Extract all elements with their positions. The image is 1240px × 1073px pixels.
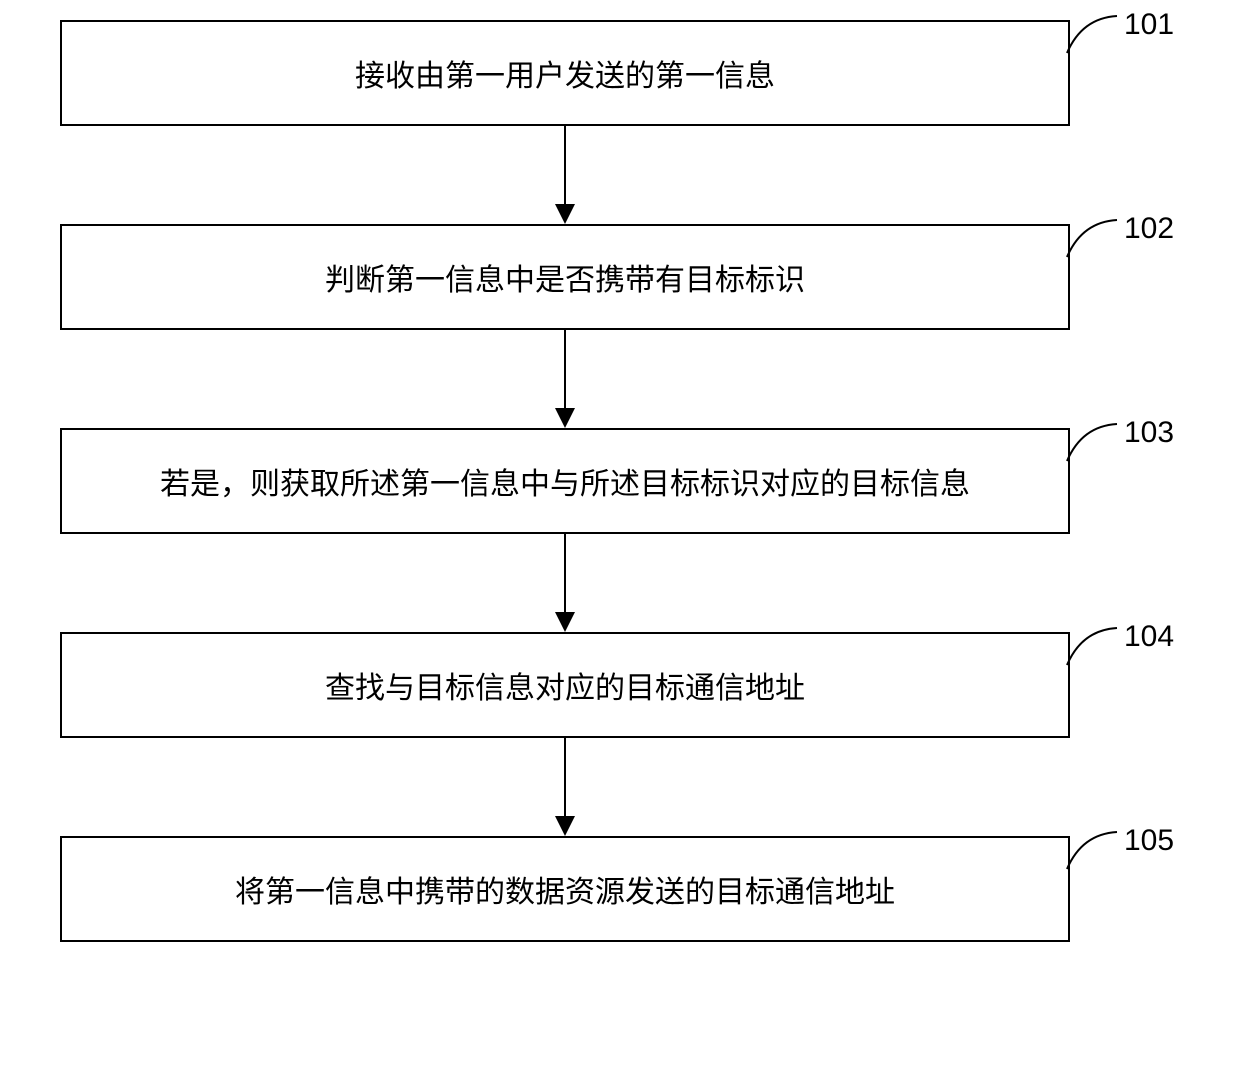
step-box-104: 查找与目标信息对应的目标通信地址 104 [60,632,1070,738]
callout-104: 104 [1062,620,1182,675]
arrow-1 [60,126,1070,224]
callout-arc-icon [1062,416,1122,466]
callout-label-101: 101 [1124,8,1174,42]
step-text-101: 接收由第一用户发送的第一信息 [355,51,775,95]
step-box-103: 若是，则获取所述第一信息中与所述目标标识对应的目标信息 103 [60,428,1070,534]
callout-label-102: 102 [1124,212,1174,246]
step-box-102: 判断第一信息中是否携带有目标标识 102 [60,224,1070,330]
flowchart-container: 接收由第一用户发送的第一信息 101 判断第一信息中是否携带有目标标识 102 [60,20,1180,942]
arrow-down-icon [545,738,585,836]
step-box-105: 将第一信息中携带的数据资源发送的目标通信地址 105 [60,836,1070,942]
callout-103: 103 [1062,416,1182,471]
arrow-4 [60,738,1070,836]
arrow-down-icon [545,330,585,428]
callout-arc-icon [1062,8,1122,58]
callout-101: 101 [1062,8,1182,63]
callout-arc-icon [1062,212,1122,262]
callout-arc-icon [1062,824,1122,874]
callout-label-105: 105 [1124,824,1174,858]
arrow-2 [60,330,1070,428]
step-text-103: 若是，则获取所述第一信息中与所述目标标识对应的目标信息 [160,459,970,503]
arrow-down-icon [545,126,585,224]
step-text-105: 将第一信息中携带的数据资源发送的目标通信地址 [235,867,895,911]
callout-label-104: 104 [1124,620,1174,654]
callout-105: 105 [1062,824,1182,879]
callout-label-103: 103 [1124,416,1174,450]
callout-102: 102 [1062,212,1182,267]
step-box-101: 接收由第一用户发送的第一信息 101 [60,20,1070,126]
callout-arc-icon [1062,620,1122,670]
step-text-102: 判断第一信息中是否携带有目标标识 [325,255,805,299]
arrow-down-icon [545,534,585,632]
arrow-3 [60,534,1070,632]
step-text-104: 查找与目标信息对应的目标通信地址 [325,663,805,707]
